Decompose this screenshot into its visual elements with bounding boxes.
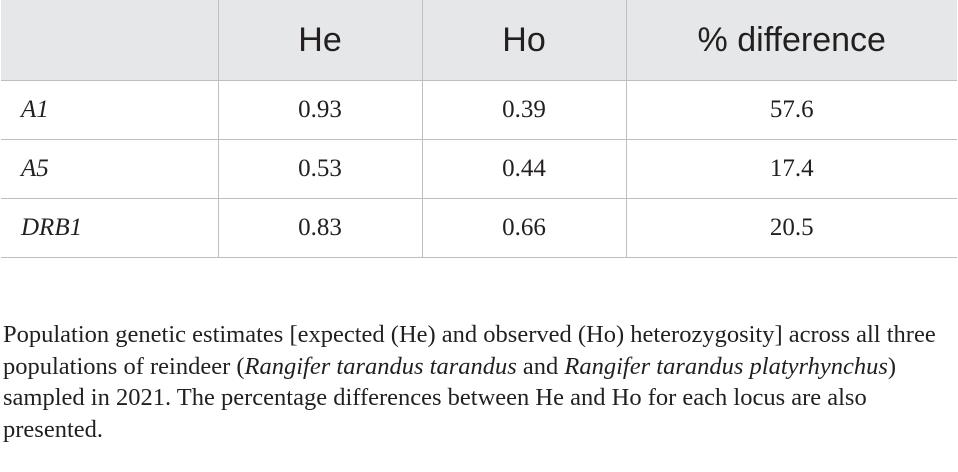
heterozygosity-table: He Ho % difference A1 0.93 0.39 57.6 A5 …: [1, 0, 957, 258]
header-ho: Ho: [421, 0, 626, 81]
cell-locus: A5: [1, 139, 218, 199]
table-header-row: He Ho % difference: [1, 0, 957, 81]
table-row: DRB1 0.83 0.66 20.5: [1, 198, 957, 258]
cell-he: 0.83: [217, 198, 422, 258]
table-row: A1 0.93 0.39 57.6: [1, 80, 957, 140]
header-locus: [1, 0, 218, 81]
caption-text-1: Population genetic estimates [expected (…: [3, 321, 936, 380]
cell-diff: 20.5: [625, 198, 957, 258]
cell-ho: 0.39: [421, 80, 626, 140]
table-caption: Population genetic estimates [expected (…: [3, 319, 953, 445]
cell-ho: 0.66: [421, 198, 626, 258]
cell-ho: 0.44: [421, 139, 626, 199]
caption-species-1: Rangifer tarandus tarandus: [244, 352, 517, 380]
header-percent-difference: % difference: [625, 0, 957, 81]
cell-locus: DRB1: [1, 198, 218, 258]
cell-he: 0.93: [217, 80, 422, 140]
caption-text-2: ) sampled in 2021. The percentage differ…: [3, 352, 897, 443]
table-row: A5 0.53 0.44 17.4: [1, 139, 957, 199]
cell-diff: 57.6: [625, 80, 957, 140]
cell-diff: 17.4: [625, 139, 957, 199]
caption-and: and: [516, 352, 565, 380]
cell-locus: A1: [1, 80, 218, 140]
cell-he: 0.53: [217, 139, 422, 199]
header-he: He: [217, 0, 422, 81]
caption-species-2: Rangifer tarandus platyrhynchus: [564, 352, 888, 380]
